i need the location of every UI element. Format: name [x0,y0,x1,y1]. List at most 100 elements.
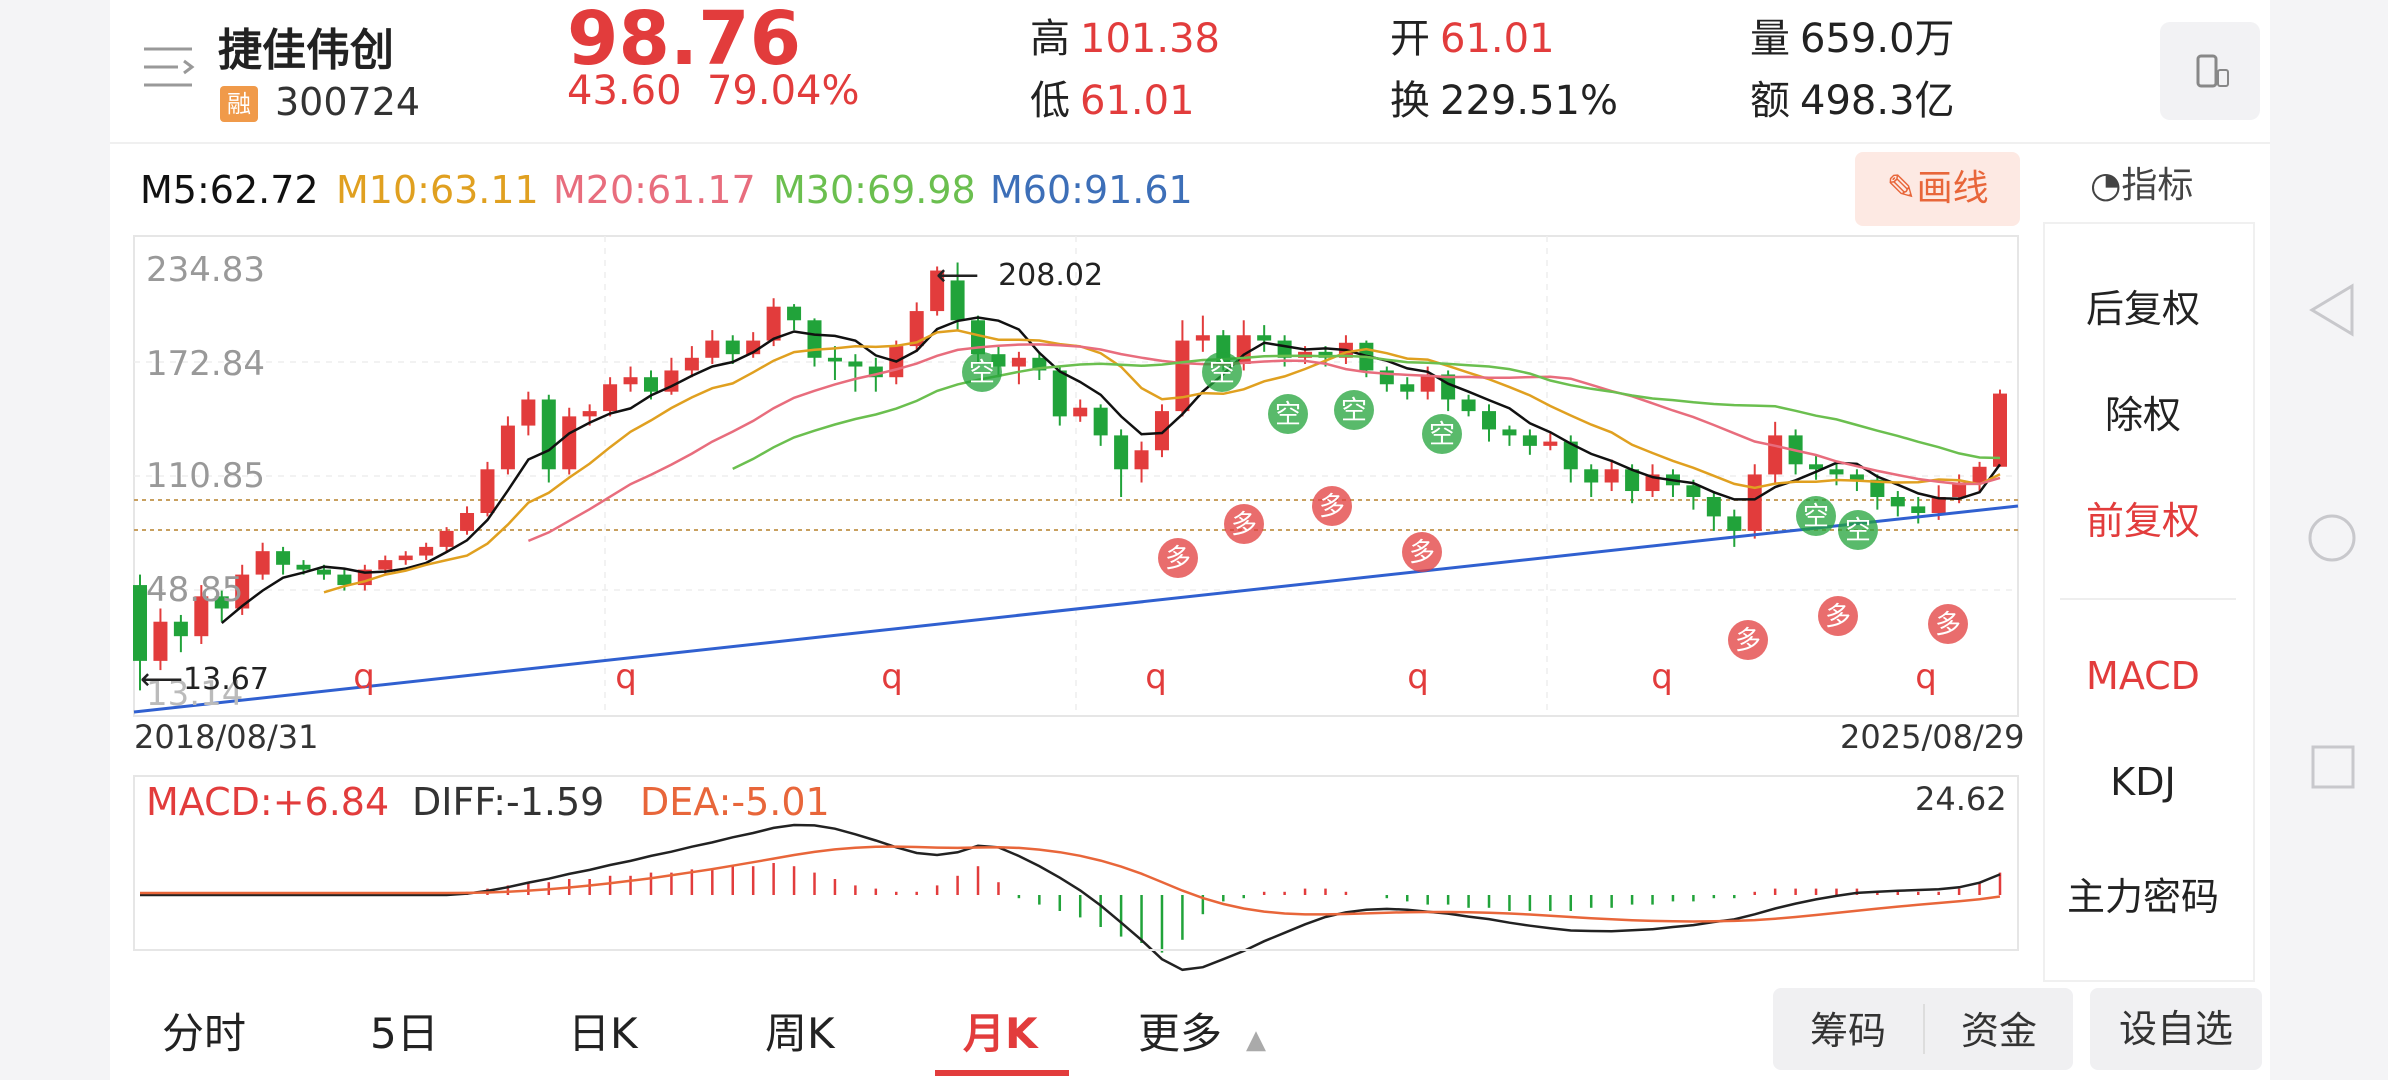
tab-daily-k[interactable]: 日K [568,1009,638,1058]
low-value: 61.01 [1080,78,1195,124]
short-signal-badge-label: 空 [1429,420,1455,450]
q-signal-label: q [1651,657,1673,697]
add-watchlist-button[interactable]: 设自选 [2090,988,2262,1070]
date-start: 2018/08/31 [134,718,319,756]
long-signal-badge-label: 多 [1935,610,1961,640]
amount-label: 额 [1750,78,1790,124]
draw-line-button[interactable]: ✎画线 [1855,152,2020,226]
candle-body [1461,399,1476,412]
dea-value: DEA:-5.01 [640,780,830,824]
short-signal-badge [1334,390,1374,430]
tab-5day[interactable]: 5日 [370,1009,439,1058]
amount-value: 498.3亿 [1800,78,1955,124]
landscape-toggle-button[interactable] [2160,22,2260,120]
side-item-ex-rights[interactable]: 除权 [2104,393,2181,437]
candle-body [337,574,352,586]
candle-body [1522,435,1537,446]
candle-body [909,311,924,347]
candle-body [1911,506,1926,513]
trend-line [133,504,2019,714]
price-tick-3: 110.85 [146,456,265,496]
candle-body [1052,370,1067,417]
volume-quote: 量 659.0万 [1750,6,1955,64]
turnover-value: 229.51% [1440,78,1618,124]
side-item-post-adjust[interactable]: 后复权 [2085,287,2200,331]
short-signal-badge-label: 空 [1209,358,1235,388]
q-signal-label: q [615,657,637,697]
short-signal-badge [1202,352,1242,392]
candle-body [439,530,454,547]
candle-body [398,555,413,561]
candle-body [480,469,495,513]
home-nav-icon[interactable] [2306,512,2358,564]
candle-body [643,377,658,392]
menu-icon[interactable] [142,44,198,90]
candle-body [623,377,638,385]
candle-body [1257,335,1272,341]
side-item-kdj[interactable]: KDJ [2110,760,2176,804]
candle-body [255,551,270,575]
ma5-label: M5:62.72 [140,168,319,212]
candle-body [1849,474,1864,480]
recents-nav-icon[interactable] [2310,744,2356,790]
candle-body [1931,496,1946,513]
tab-more-label: 更多 [1138,1009,1223,1058]
high-quote: 高 101.38 [1030,6,1220,64]
funds-button[interactable]: 资金 [1960,1009,2037,1053]
candle-body [1993,393,2007,467]
candle-body [1706,496,1721,517]
side-item-macd[interactable]: MACD [2086,654,2200,698]
indicator-button[interactable]: ◔指标 [2090,156,2193,208]
open-label: 开 [1390,16,1430,62]
long-signal-badge-label: 多 [1231,510,1257,540]
candle-body [1114,435,1129,470]
short-signal-badge [1422,414,1462,454]
candle-body [133,585,147,661]
side-item-pre-adjust[interactable]: 前复权 [2085,499,2200,543]
short-signal-badge-label: 空 [1341,396,1367,426]
low-label: 低 [1030,78,1070,124]
ma10-label: M10:63.11 [336,168,539,212]
short-signal-badge-label: 空 [1803,502,1829,532]
candle-body [1768,435,1783,475]
chips-button[interactable]: 筹码 [1809,1009,1886,1053]
side-menu [2043,222,2255,982]
candle-body [1972,466,1987,483]
candle-body [930,270,945,312]
ma20-line [527,343,2001,543]
volume-value: 659.0万 [1800,16,1955,62]
dea-line [140,845,2001,923]
tab-more[interactable]: 更多 ▲ [1138,1000,1266,1061]
ma30-label: M30:69.98 [773,168,976,212]
candle-body [1134,450,1149,470]
candle-body [725,340,740,355]
macd-value: MACD:+6.84 [146,780,390,824]
long-signal-badge-label: 多 [1165,544,1191,574]
side-item-main-force[interactable]: 主力密码 [2066,875,2219,919]
date-end: 2025/08/29 [1840,718,2025,756]
tab-weekly-k[interactable]: 周K [765,1009,835,1058]
ma20-label: M20:61.17 [553,168,756,212]
candle-body [1747,474,1762,531]
candle-body [1890,496,1905,507]
short-signal-badge-label: 空 [969,358,995,388]
tab-timeshare[interactable]: 分时 [162,1009,247,1058]
short-signal-badge [962,352,1002,392]
peak-annotation: ⟵ 208.02 [936,258,1103,293]
candle-body [1870,479,1885,497]
high-label: 高 [1030,16,1070,62]
long-signal-badge-label: 多 [1825,602,1851,632]
ma30-line [732,354,2001,471]
q-signal-label: q [1145,657,1167,697]
candle-body [173,621,188,637]
tab-monthly-k[interactable]: 月K [963,1009,1038,1058]
candle-body [807,320,822,358]
back-nav-icon[interactable] [2308,282,2356,338]
candle-body [1318,351,1333,358]
candle-body [276,551,291,565]
amount-quote: 额 498.3亿 [1750,68,1955,126]
candle-body [1420,374,1435,392]
q-signal-label: q [353,657,375,697]
diff-value: DIFF:-1.59 [412,780,605,824]
